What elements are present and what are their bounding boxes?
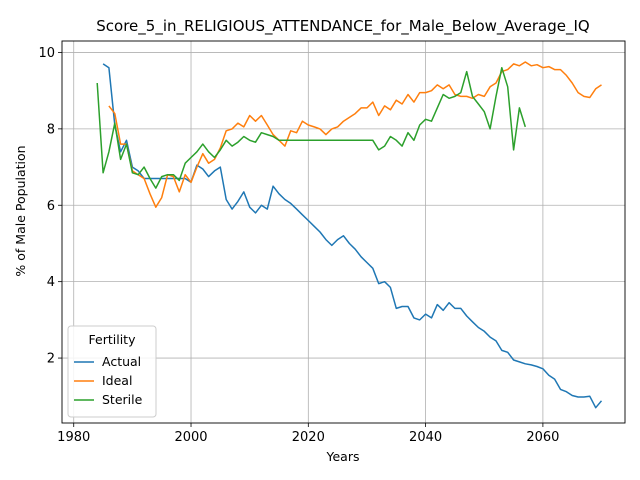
y-tick-label: 6	[47, 199, 55, 214]
series-line-ideal	[108, 61, 602, 208]
x-tick-label: 2000	[174, 430, 207, 445]
series-line-sterile	[96, 66, 527, 189]
legend-box	[67, 325, 157, 418]
axis-ticks: 1980 2000 2020 2040 2060 2 4 6 8 10	[38, 46, 559, 445]
y-tick-label: 10	[38, 46, 55, 61]
x-tick-label: 2040	[409, 430, 442, 445]
series-line-actual	[102, 63, 603, 409]
plot-frame	[61, 40, 626, 424]
grid-lines	[62, 41, 625, 423]
legend-label-ideal: Ideal	[102, 373, 132, 388]
chart-title: Score_5_in_RELIGIOUS_ATTENDANCE_for_Male…	[96, 17, 589, 36]
x-tick-label: 2060	[526, 430, 559, 445]
series-layer	[96, 61, 603, 409]
x-tick-label: 1980	[57, 430, 90, 445]
x-tick-label: 2020	[292, 430, 325, 445]
legend: Fertility Actual Ideal Sterile	[67, 325, 157, 418]
y-axis-label: % of Male Population	[13, 145, 28, 276]
legend-label-actual: Actual	[102, 354, 141, 369]
y-tick-label: 4	[47, 275, 55, 290]
x-axis-label: Years	[326, 449, 360, 464]
y-tick-label: 2	[47, 352, 55, 367]
legend-label-sterile: Sterile	[102, 392, 143, 407]
y-tick-label: 8	[47, 122, 55, 137]
legend-title: Fertility	[89, 332, 137, 347]
